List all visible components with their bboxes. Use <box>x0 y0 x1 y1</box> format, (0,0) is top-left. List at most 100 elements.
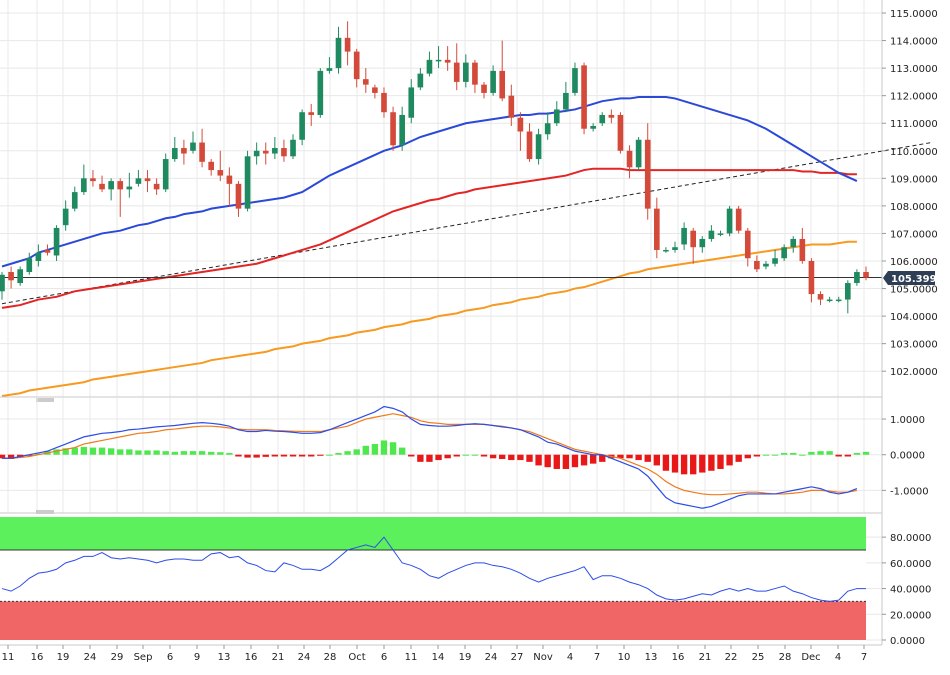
candle-body <box>326 68 333 71</box>
macd-histogram-bar <box>553 454 560 469</box>
price-tick-label: 113.0000 <box>890 64 938 75</box>
candle-body <box>735 208 742 231</box>
candle <box>463 54 469 88</box>
x-tick-label: 24 <box>84 652 97 663</box>
candle-body <box>26 258 33 273</box>
macd-histogram-bar <box>244 454 251 458</box>
candle-body <box>654 208 660 250</box>
price-y-axis: 115.0000 114.0000 113.0000 112.0000 111.0000… <box>882 9 938 378</box>
macd-histogram-bar <box>562 454 570 469</box>
candle <box>226 167 233 206</box>
candle-body <box>208 161 214 171</box>
candle-body <box>681 227 687 245</box>
macd-histogram-bar <box>735 454 742 462</box>
candle <box>453 43 460 91</box>
macd-histogram-bar <box>680 454 688 475</box>
macd-histogram-bar <box>808 451 815 455</box>
candle <box>772 249 778 267</box>
x-tick-label: 11 <box>405 652 418 663</box>
price-tick-label: 103.0000 <box>890 340 938 351</box>
candle <box>844 280 851 314</box>
candle <box>681 222 687 250</box>
candle-body <box>290 139 296 157</box>
candle <box>690 227 697 264</box>
candle-body <box>717 233 724 235</box>
candle-body <box>81 178 87 193</box>
macd-y-axis: 1.0000 0.0000 -1.0000 <box>882 415 929 497</box>
candle <box>126 172 133 198</box>
macd-histogram-bar <box>489 454 497 459</box>
candle-body <box>608 114 615 118</box>
macd-histogram-bar <box>80 446 88 455</box>
macd-histogram-bar <box>580 454 588 466</box>
panel-resize-handle-2[interactable] <box>36 510 54 514</box>
candle <box>208 159 214 176</box>
candle-body <box>171 148 178 160</box>
candle <box>472 59 478 93</box>
x-tick-label: 4 <box>567 652 573 663</box>
macd-histogram-bar <box>0 454 6 459</box>
macd-histogram-bar <box>508 454 515 461</box>
rsi-oversold-zone <box>0 601 866 640</box>
candle-body <box>308 112 315 115</box>
macd-histogram-bar <box>98 447 106 455</box>
candle <box>517 112 524 151</box>
candle-body <box>353 51 360 80</box>
candle-body <box>699 238 706 248</box>
candle-body <box>563 92 569 110</box>
candle-body <box>781 247 787 259</box>
rsi-y-axis: 80.0000 60.0000 40.0000 20.0000 0.0000 <box>882 533 931 647</box>
candle <box>635 137 642 171</box>
candle-body <box>481 84 487 93</box>
ma-orange-line <box>1 240 857 397</box>
date-x-axis: 11 16 19 24 29 Sep 6 9 13 16 21 24 28 Oct 6 11 14 19 24 27 N… <box>2 645 867 663</box>
candle-body <box>472 62 478 85</box>
rsi-tick-label: 0.0000 <box>890 636 925 647</box>
candle <box>281 139 287 162</box>
candle-body <box>426 59 433 74</box>
candle-body <box>399 114 405 146</box>
candle <box>435 46 442 69</box>
candle <box>553 101 560 126</box>
rsi-tick-label: 80.0000 <box>890 533 931 544</box>
macd-histogram-bar <box>135 450 142 455</box>
candle-body <box>744 230 751 259</box>
candle-body <box>581 65 587 129</box>
macd-histogram-bar <box>599 454 606 462</box>
macd-histogram-bar <box>480 454 488 457</box>
candle-body <box>599 114 606 124</box>
candle-body <box>517 117 524 132</box>
candle <box>162 153 169 193</box>
macd-histogram-bar <box>853 452 861 455</box>
candle-body <box>835 299 842 302</box>
rsi-line <box>1 536 866 602</box>
candle <box>190 131 196 154</box>
x-tick-label: Oct <box>348 652 365 663</box>
panel-resize-handle-1[interactable] <box>36 398 54 402</box>
x-tick-label: 14 <box>432 652 445 663</box>
candle <box>544 112 551 140</box>
macd-histogram-bar <box>353 449 360 455</box>
candle-body <box>108 181 114 190</box>
candle-body <box>153 183 160 190</box>
candle <box>599 112 606 126</box>
candle-body <box>844 283 851 300</box>
candle <box>399 106 405 151</box>
rsi-panel <box>0 517 882 641</box>
x-tick-label: 16 <box>31 652 44 663</box>
candle <box>99 175 105 193</box>
current-price-marker: 105.3995 <box>883 271 944 285</box>
x-tick-label: 19 <box>459 652 472 663</box>
candle-body <box>444 59 451 63</box>
macd-histogram-bar <box>717 454 724 469</box>
candle-body <box>535 134 542 160</box>
candle-body <box>417 73 424 88</box>
macd-histogram-bar <box>471 454 479 456</box>
macd-tick-label: 1.0000 <box>890 415 925 426</box>
macd-histogram-bar <box>699 454 706 473</box>
candle <box>90 170 96 187</box>
macd-histogram-bar <box>198 451 206 455</box>
macd-histogram-bar <box>335 452 342 455</box>
macd-histogram-bar <box>462 454 470 456</box>
candle <box>344 21 351 66</box>
